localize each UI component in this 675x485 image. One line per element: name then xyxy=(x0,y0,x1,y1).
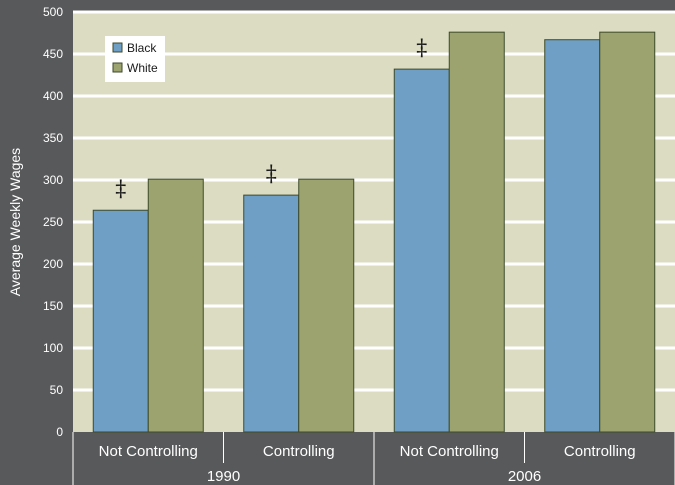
bar-white xyxy=(298,178,355,433)
y-tick-label: 50 xyxy=(50,383,64,397)
bar-white xyxy=(147,178,204,433)
significance-marker: ‡ xyxy=(416,36,427,61)
legend-label-white: White xyxy=(127,61,158,75)
y-tick-label: 300 xyxy=(43,173,63,187)
legend: Black White xyxy=(105,36,165,82)
y-tick-label: 400 xyxy=(43,89,63,103)
legend-swatch-black xyxy=(112,42,123,53)
y-tick-label: 350 xyxy=(43,131,63,145)
y-tick-label: 450 xyxy=(43,47,63,61)
x-group-label: 2006 xyxy=(508,468,541,485)
legend-swatch-white xyxy=(112,62,123,73)
y-tick-label: 0 xyxy=(56,425,63,439)
x-group-label: 1990 xyxy=(207,468,240,485)
bar-black xyxy=(544,39,601,433)
x-category-label: Not Controlling xyxy=(99,443,198,460)
y-tick-label: 500 xyxy=(43,5,63,19)
y-axis-title: Average Weekly Wages xyxy=(7,148,23,296)
bar-white xyxy=(599,31,656,433)
legend-label-black: Black xyxy=(127,41,157,55)
bar-black xyxy=(393,68,450,433)
bar-black xyxy=(92,209,149,433)
x-category-label: Controlling xyxy=(263,443,335,460)
bar-black xyxy=(243,194,300,433)
y-tick-label: 200 xyxy=(43,257,63,271)
significance-marker: ‡ xyxy=(115,177,126,202)
bar-white xyxy=(448,31,505,433)
x-category-label: Controlling xyxy=(564,443,636,460)
y-tick-label: 150 xyxy=(43,299,63,313)
y-tick-label: 250 xyxy=(43,215,63,229)
y-tick-label: 100 xyxy=(43,341,63,355)
x-category-label: Not Controlling xyxy=(400,443,499,460)
significance-marker: ‡ xyxy=(266,162,277,187)
